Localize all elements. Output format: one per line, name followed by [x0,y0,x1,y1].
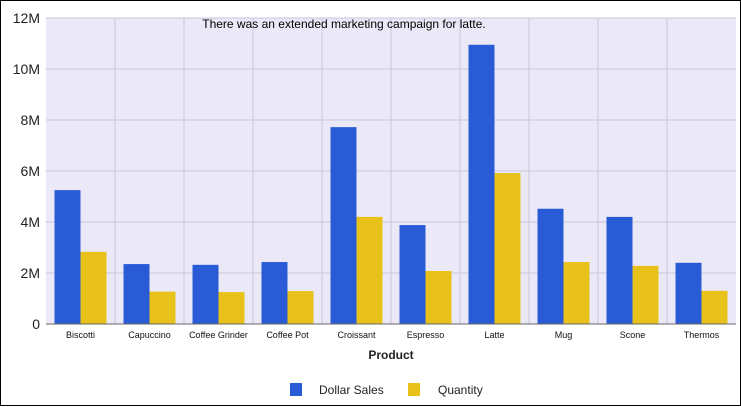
x-tick-label: Thermos [684,330,720,340]
bar-dollar-sales [675,262,702,324]
y-tick-label: 2M [21,265,40,281]
bar-dollar-sales [399,225,426,324]
x-tick-label: Capuccino [128,330,171,340]
bar-quantity [494,173,521,324]
bars [54,44,728,325]
bar-dollar-sales [330,127,357,324]
bar-quantity [425,270,452,324]
bar-quantity [287,291,314,324]
x-axis-category-labels: Biscotti Capuccino Coffee Grinder Coffee Po… [66,330,720,340]
x-tick-label: Biscotti [66,330,95,340]
bar-quantity [356,216,383,324]
bar-quantity [632,265,659,324]
x-tick-label: Mug [555,330,573,340]
y-axis-tick-labels: 0 2M 4M 6M 8M 10M 12M [13,10,40,332]
y-tick-label: 4M [21,214,40,230]
y-tick-label: 10M [13,61,40,77]
bar-dollar-sales [606,216,633,324]
y-tick-label: 6M [21,163,40,179]
legend-label: Dollar Sales [319,383,384,397]
legend-swatch [290,383,302,396]
y-tick-label: 12M [13,10,40,26]
x-tick-label: Coffee Pot [266,330,309,340]
bar-dollar-sales [468,44,495,325]
x-tick-label: Coffee Grinder [189,330,248,340]
legend: Dollar Sales Quantity [290,383,483,397]
chart-annotation: There was an extended marketing campaign… [202,17,486,31]
y-tick-label: 8M [21,112,40,128]
x-tick-label: Scone [620,330,646,340]
bar-quantity [80,251,107,324]
bar-dollar-sales [123,264,150,324]
legend-label: Quantity [438,383,483,397]
bar-quantity [218,292,245,324]
x-axis-title: Product [368,348,413,362]
grid-lines [46,17,736,325]
bar-quantity [563,262,590,324]
bar-quantity [149,291,176,324]
x-tick-label: Latte [484,330,504,340]
bar-dollar-sales [192,264,219,324]
bar-quantity [701,290,728,324]
x-tick-label: Espresso [407,330,445,340]
bar-dollar-sales [54,190,81,324]
bar-dollar-sales [537,208,564,324]
x-tick-label: Croissant [337,330,376,340]
legend-swatch [408,383,420,396]
bar-dollar-sales [261,262,288,324]
y-tick-label: 0 [32,316,40,332]
